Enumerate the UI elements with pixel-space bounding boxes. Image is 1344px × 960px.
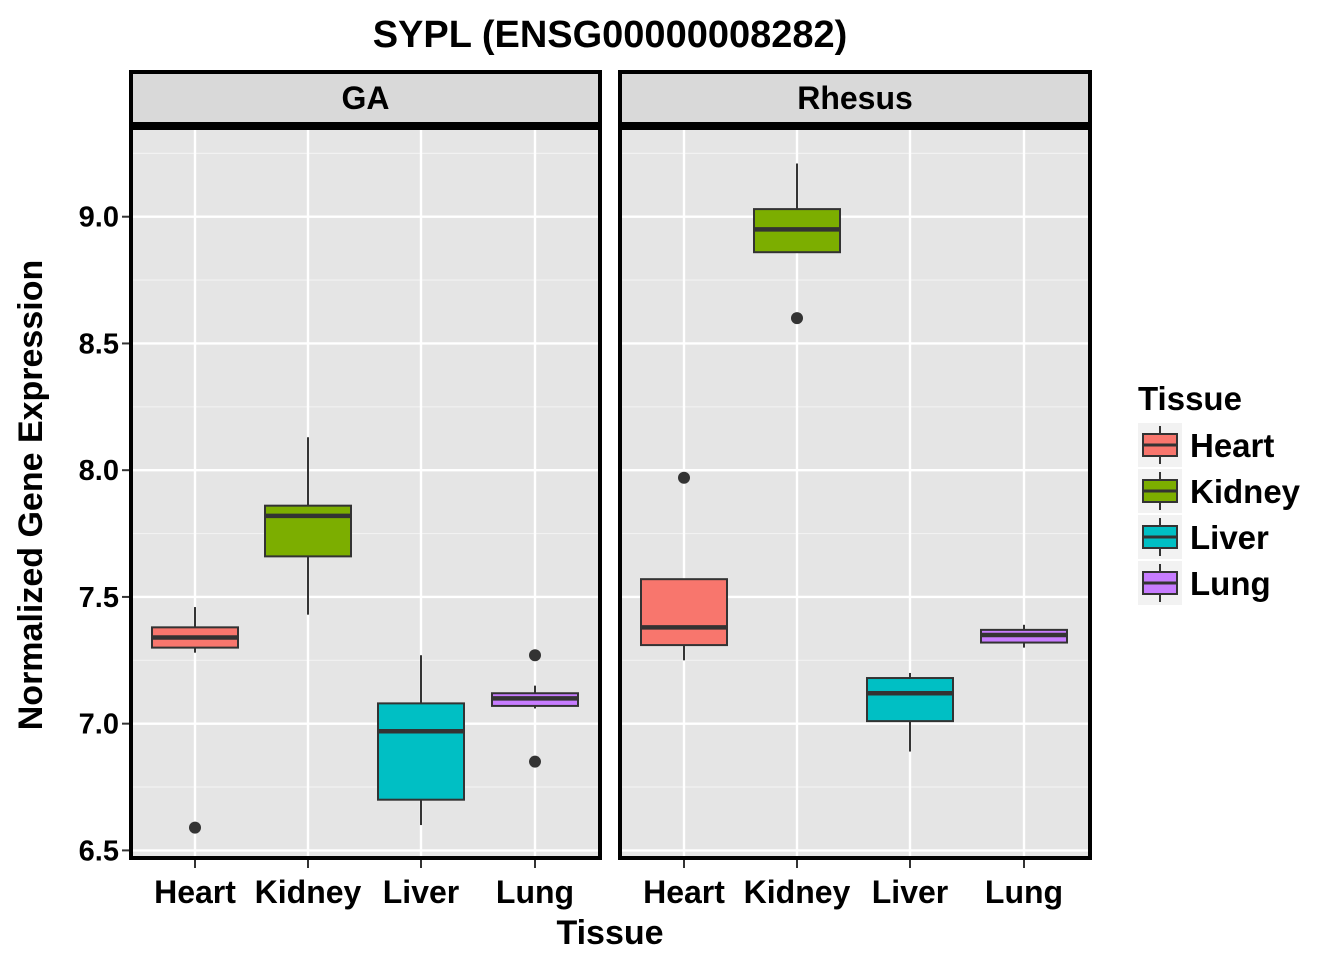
legend-item-lung: Lung <box>1138 561 1271 605</box>
legend-item-liver: Liver <box>1138 515 1269 559</box>
facet-strip-label: Rhesus <box>797 80 913 116</box>
box-liver <box>377 655 465 826</box>
x-axis-title: Tissue <box>556 914 663 952</box>
box-liver <box>866 672 954 752</box>
facet-panels: GA Heart Kidney Liver Lung Rhesus Heart Kidney L… <box>129 70 1092 910</box>
y-tick-label: 6.5 <box>79 835 119 867</box>
y-axis-title: Normalized Gene Expression <box>12 260 50 731</box>
y-tick-label: 8.0 <box>79 455 119 487</box>
x-tick-label: Kidney <box>255 874 362 910</box>
outlier-point <box>529 649 541 662</box>
x-tick-label: Liver <box>383 874 459 910</box>
legend-label: Heart <box>1190 427 1274 464</box>
outlier-point <box>791 312 803 325</box>
y-tick-label: 9.0 <box>79 202 119 234</box>
x-tick-label: Liver <box>872 874 948 910</box>
panel-border <box>129 126 602 860</box>
panel-background <box>131 128 600 858</box>
facet-panel-rhesus: Rhesus Heart Kidney Liver Lung <box>618 70 1092 910</box>
x-tick-label: Lung <box>496 874 574 910</box>
legend-item-kidney: Kidney <box>1138 469 1301 513</box>
y-tick-label: 7.5 <box>79 582 119 614</box>
facet-strip-label: GA <box>342 80 390 116</box>
box-heart <box>640 471 728 661</box>
box-kidney <box>264 437 352 615</box>
legend-label: Kidney <box>1190 473 1301 510</box>
box-iqr <box>866 677 954 723</box>
legend-label: Lung <box>1190 565 1271 602</box>
panel-border <box>618 126 1092 860</box>
panel-background <box>620 128 1090 858</box>
legend-title: Tissue <box>1138 380 1242 417</box>
outlier-point <box>189 821 201 834</box>
box-iqr <box>377 702 465 801</box>
y-tick-label: 7.0 <box>79 709 119 741</box>
box-iqr <box>264 504 352 558</box>
facet-strip <box>618 70 1092 126</box>
y-tick-label: 8.5 <box>79 328 119 360</box>
facet-panel-ga: GA Heart Kidney Liver Lung <box>129 70 602 910</box>
legend-item-heart: Heart <box>1138 423 1274 467</box>
box-lung <box>980 624 1068 648</box>
box-lung <box>491 649 579 768</box>
x-tick-label: Lung <box>985 874 1063 910</box>
chart-title: SYPL (ENSG00000008282) <box>373 14 848 56</box>
box-iqr <box>640 578 728 647</box>
box-heart <box>151 607 239 834</box>
x-tick-label: Heart <box>154 874 236 910</box>
x-tick-label: Heart <box>643 874 725 910</box>
legend-label: Liver <box>1190 519 1269 556</box>
outlier-point <box>678 471 690 484</box>
facet-strip <box>129 70 602 126</box>
box-kidney <box>753 163 841 325</box>
x-tick-label: Kidney <box>744 874 851 910</box>
legend: Tissue Heart Kidney Liver Lung <box>1138 380 1301 605</box>
outlier-point <box>529 755 541 768</box>
y-axis: 6.5 7.0 7.5 8.0 8.5 9.0 <box>79 202 129 867</box>
